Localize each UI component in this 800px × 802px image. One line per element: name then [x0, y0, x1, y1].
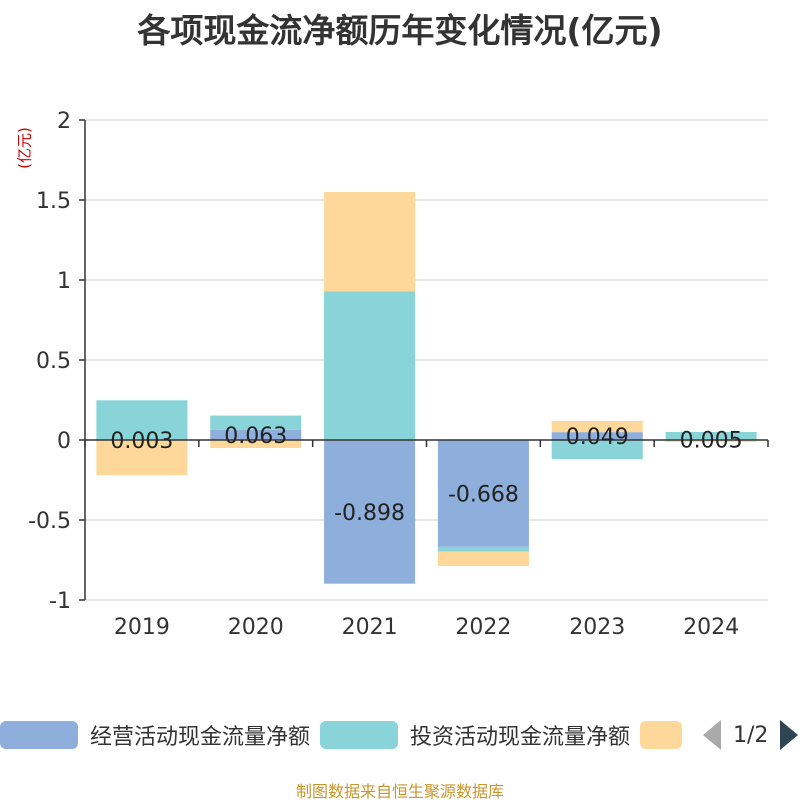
- y-tick-label-4: 0: [57, 429, 71, 454]
- legend-item-operating[interactable]: 经营活动现金流量净额: [0, 713, 310, 757]
- y-tick-label-3: 0.5: [36, 349, 71, 374]
- bar-s0-2023: [551, 432, 643, 440]
- legend-item-investing[interactable]: 投资活动现金流量净额: [320, 713, 630, 757]
- stacked-bar-chart: 2 1.5 1 0.5 0 -0.5 -1 2019 2020 2021 2022 2023 2024 0…: [28, 109, 769, 640]
- y-tick-label-1: 1.5: [36, 189, 71, 214]
- legend-label-operating: 经营活动现金流量净额: [90, 725, 311, 750]
- y-tick-label-5: -0.5: [28, 509, 71, 534]
- data-label-2022: -0.668: [448, 482, 519, 507]
- data-label-2020: 0.063: [224, 424, 287, 449]
- bar-s0-2020: [210, 429, 302, 440]
- data-source-note: 制图数据来自恒生聚源数据库: [295, 782, 504, 801]
- legend-page-indicator: 1/2: [733, 722, 769, 748]
- bar-s2-2021: [324, 192, 416, 292]
- bar-s1-2020: [210, 415, 302, 430]
- chart-title: 各项现金流净额历年变化情况(亿元): [137, 11, 663, 50]
- bar-s2-2019: [96, 440, 188, 476]
- legend-next-arrow-icon[interactable]: [780, 720, 799, 750]
- x-tick-label-2022: 2022: [455, 615, 511, 640]
- bar-s2-2024: [665, 440, 757, 442]
- x-tick-label-2024: 2024: [683, 615, 739, 640]
- x-tick-label-2021: 2021: [342, 615, 398, 640]
- legend-item-third[interactable]: [640, 713, 682, 757]
- bar-s2-2020: [210, 440, 302, 448]
- legend-pager: 1/2: [703, 713, 799, 757]
- bar-s1-2024: [665, 432, 757, 440]
- data-label-2021: -0.898: [334, 501, 405, 526]
- y-tick-label-0: 2: [57, 109, 71, 134]
- x-tick-label-2023: 2023: [569, 615, 625, 640]
- legend-prev-arrow-icon[interactable]: [703, 720, 721, 750]
- bar-s2-2023: [551, 420, 643, 433]
- y-tick-label-2: 1: [57, 269, 71, 294]
- bar-s2-2022: [437, 551, 529, 567]
- legend: 经营活动现金流量净额 投资活动现金流量净额 1/2: [0, 713, 800, 757]
- data-label-2023: 0.049: [566, 425, 629, 450]
- bar-s1-2019: [96, 400, 188, 440]
- data-label-2019: 0.003: [110, 429, 173, 454]
- bar-s1-2022: [437, 546, 529, 552]
- data-label-2024: 0.005: [680, 429, 743, 454]
- y-tick-label-6: -1: [49, 589, 71, 614]
- legend-swatch-operating: [0, 721, 78, 749]
- bar-s1-2021: [324, 291, 416, 440]
- bar-s0-2022: [437, 440, 529, 547]
- bar-s1-2023: [551, 440, 643, 460]
- legend-swatch-investing: [320, 721, 398, 749]
- legend-swatch-third: [640, 721, 682, 749]
- bar-s0-2021: [324, 440, 416, 584]
- x-tick-label-2020: 2020: [228, 615, 284, 640]
- legend-label-investing: 投资活动现金流量净额: [410, 725, 631, 750]
- x-tick-label-2019: 2019: [114, 615, 170, 640]
